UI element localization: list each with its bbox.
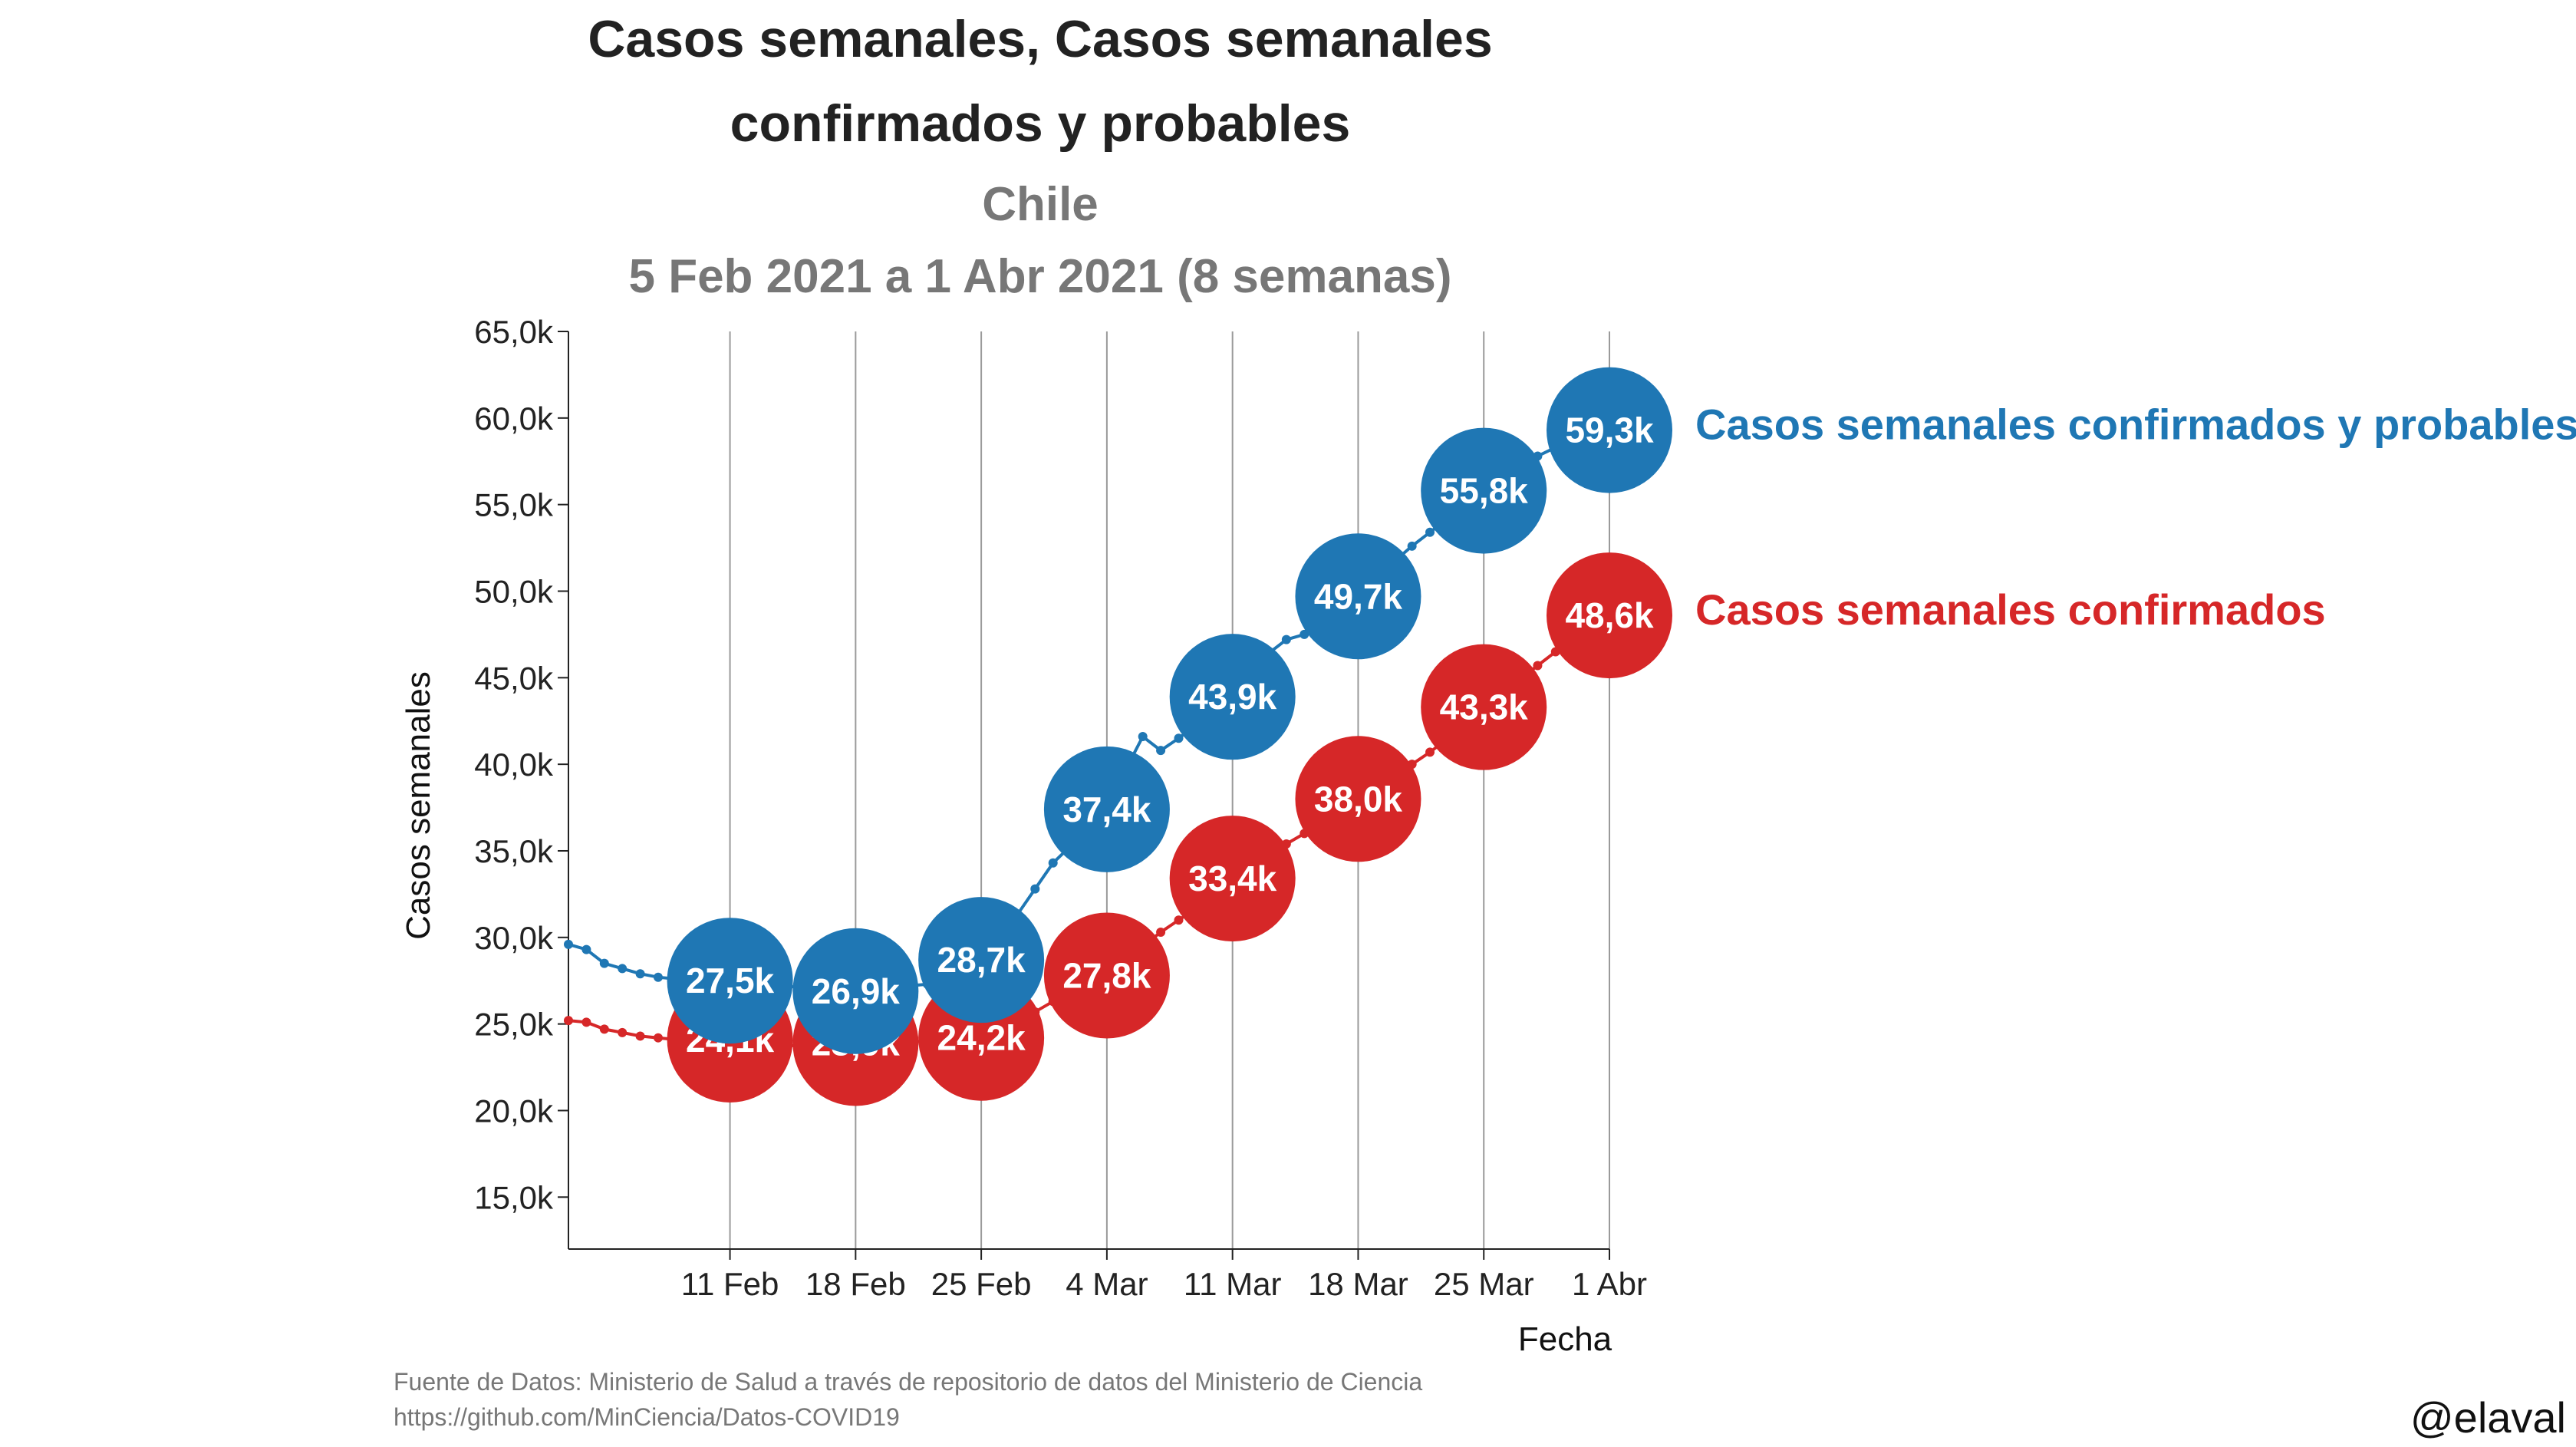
data-point <box>1174 733 1183 743</box>
data-point <box>600 959 609 968</box>
weekly-value-label: 59,3k <box>1565 410 1654 450</box>
data-point <box>600 1024 609 1033</box>
data-point <box>1156 928 1165 937</box>
data-point <box>1408 542 1417 551</box>
data-point <box>636 969 645 978</box>
x-tick-label: 25 Mar <box>1434 1266 1534 1302</box>
weekly-value-label: 28,7k <box>937 940 1026 980</box>
y-tick-label: 30,0k <box>474 920 554 956</box>
weekly-value-label: 27,8k <box>1062 955 1151 995</box>
chart-subtitle-line-2: 5 Feb 2021 a 1 Abr 2021 (8 semanas) <box>629 250 1452 303</box>
y-tick-label: 65,0k <box>474 314 554 350</box>
series-name-label: Casos semanales confirmados y probables <box>1695 400 2576 449</box>
data-point <box>1174 915 1183 925</box>
weekly-value-label: 33,4k <box>1188 859 1277 898</box>
data-point <box>1282 635 1291 644</box>
weekly-value-label: 27,5k <box>686 961 775 1000</box>
y-tick-label: 55,0k <box>474 487 554 523</box>
y-tick-label: 25,0k <box>474 1007 554 1043</box>
weekly-value-label: 55,8k <box>1440 471 1529 511</box>
weekly-value-label: 48,6k <box>1565 595 1654 635</box>
data-point <box>654 973 663 982</box>
y-tick-label: 40,0k <box>474 747 554 783</box>
data-point <box>1156 746 1165 755</box>
x-tick-label: 11 Feb <box>681 1266 779 1302</box>
author-handle: @elaval <box>2410 1393 2566 1442</box>
data-point <box>1049 859 1058 868</box>
chart-title-line-2: confirmados y probables <box>730 94 1351 153</box>
weekly-value-label: 37,4k <box>1062 789 1151 829</box>
chart-subtitle-line-1: Chile <box>982 178 1099 231</box>
data-point <box>618 964 627 973</box>
y-tick-label: 20,0k <box>474 1093 554 1129</box>
x-axis-label: Fecha <box>1518 1320 1612 1358</box>
data-point <box>1030 885 1039 894</box>
data-point <box>618 1028 627 1037</box>
weekly-value-label: 38,0k <box>1314 779 1403 819</box>
weekly-value-label: 24,2k <box>937 1018 1026 1058</box>
x-tick-label: 25 Feb <box>931 1266 1032 1302</box>
data-point <box>1533 661 1542 671</box>
data-point <box>636 1031 645 1040</box>
data-point <box>1425 528 1435 537</box>
y-axis-label: Casos semanales <box>400 671 437 940</box>
y-tick-label: 50,0k <box>474 573 554 609</box>
source-url: https://github.com/MinCiencia/Datos-COVI… <box>394 1403 900 1431</box>
data-point <box>564 940 573 949</box>
data-point <box>581 945 591 954</box>
series-name-label: Casos semanales confirmados <box>1695 585 2326 634</box>
y-tick-label: 15,0k <box>474 1179 554 1215</box>
x-tick-label: 11 Mar <box>1184 1266 1282 1302</box>
series-labels: Casos semanales confirmados Casos semanal… <box>1695 400 2576 634</box>
weekly-value-label: 43,3k <box>1440 687 1529 727</box>
weekly-value-label: 26,9k <box>812 971 901 1011</box>
data-point <box>654 1033 663 1043</box>
x-tick-label: 18 Feb <box>805 1266 906 1302</box>
weekly-value-label: 49,7k <box>1314 576 1403 616</box>
x-tick-label: 1 Abr <box>1572 1266 1647 1302</box>
data-point <box>1138 732 1148 741</box>
data-point <box>1425 747 1435 756</box>
chart: Casos semanales, Casos semanales confirm… <box>0 0 2576 1447</box>
y-tick-label: 60,0k <box>474 400 554 437</box>
data-point <box>564 1016 573 1025</box>
source-text: Fuente de Datos: Ministerio de Salud a t… <box>394 1368 1422 1396</box>
x-tick-label: 18 Mar <box>1308 1266 1408 1302</box>
chart-title-line-1: Casos semanales, Casos semanales <box>588 10 1492 68</box>
weekly-value-label: 43,9k <box>1188 677 1277 717</box>
y-tick-label: 45,0k <box>474 660 554 696</box>
data-point <box>581 1017 591 1027</box>
x-tick-label: 4 Mar <box>1066 1266 1148 1302</box>
y-tick-label: 35,0k <box>474 833 554 869</box>
